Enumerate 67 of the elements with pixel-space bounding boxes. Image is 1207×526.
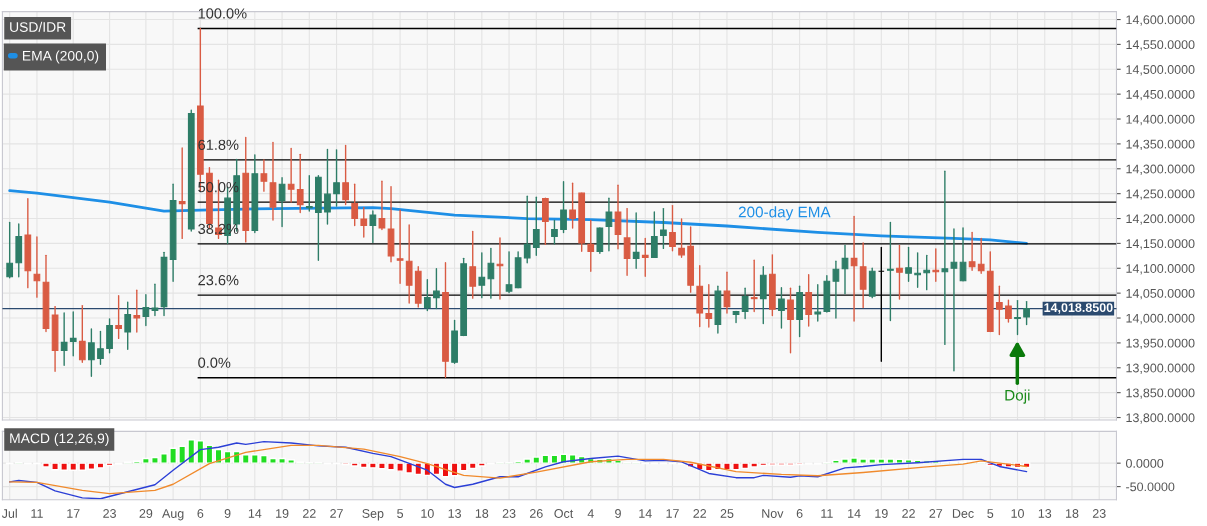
category-label: Aug	[162, 509, 184, 521]
annotation: 100.0%	[198, 8, 247, 19]
category-label: 10	[1011, 509, 1024, 518]
category-label: 6	[796, 509, 803, 518]
category-label: 14	[639, 509, 652, 518]
category-label: 11	[821, 509, 833, 518]
category-label: 9	[615, 509, 621, 518]
y-tick-label: 13,850.0000	[1126, 388, 1195, 399]
category-label: 11	[31, 509, 43, 518]
legend-label: EMA (200,0)	[23, 50, 99, 64]
category-label: Dec	[952, 509, 974, 518]
category-label: 22	[693, 509, 707, 518]
category-label: 22	[902, 509, 915, 518]
y-tick-label: 14,350.0000	[1126, 139, 1195, 151]
y-tick-label: 14,400.0000	[1126, 114, 1195, 126]
y-tick-label: 14,000.0000	[1126, 313, 1195, 325]
category-label: 27	[929, 509, 943, 518]
category-label: 14	[848, 509, 861, 518]
category-label: 5	[987, 509, 994, 518]
category-label: 18	[1065, 509, 1079, 518]
chart-title: MACD (12,26,9)	[10, 433, 109, 446]
annotation: 200-day EMA	[738, 206, 831, 221]
category-label: 19	[875, 509, 888, 518]
annotation: Doji	[1005, 389, 1030, 404]
y-tick-label: 14,450.0000	[1126, 89, 1195, 101]
category-label: Nov	[762, 509, 784, 518]
category-label: 19	[276, 509, 289, 518]
ref-line-label: 14,018.8500	[1044, 303, 1113, 314]
y-tick-label: 14,150.0000	[1126, 239, 1195, 250]
y-tick-label: 14,100.0000	[1126, 264, 1195, 275]
y-tick-label: 14,550.0000	[1126, 40, 1195, 51]
y-tick-label: 13,800.0000	[1126, 413, 1195, 424]
category-label: Jul	[1, 508, 17, 518]
category-label: 4	[587, 509, 594, 518]
text: USD/IDR	[10, 21, 66, 32]
category-label: 23	[1092, 509, 1106, 518]
y-tick-label: -50.0000	[1126, 482, 1175, 492]
category-label: 23	[103, 509, 116, 518]
category-label: 22	[302, 509, 316, 518]
category-label: 5	[397, 509, 404, 518]
y-tick-label: 14,600.0000	[1126, 15, 1195, 26]
category-label: 10	[421, 509, 434, 518]
category-label: Sep	[362, 509, 384, 521]
category-label: 9	[224, 509, 231, 518]
category-label: 13	[1038, 509, 1052, 518]
y-tick-label: 14,500.0000	[1126, 65, 1195, 76]
y-tick-label: 13,900.0000	[1126, 363, 1195, 374]
category-label: Oct	[554, 509, 574, 518]
category-label: 23	[502, 509, 516, 518]
annotation: 23.6%	[198, 274, 239, 286]
category-label: 13	[448, 509, 461, 518]
category-label: 18	[475, 509, 489, 518]
y-tick-label: 13,950.0000	[1126, 338, 1195, 350]
y-tick-label: 14,050.0000	[1126, 288, 1195, 300]
category-label: 17	[666, 509, 679, 518]
category-label: 17	[67, 509, 80, 518]
y-tick-label: 14,250.0000	[1126, 189, 1195, 200]
y-tick-label: 0.0000	[1125, 458, 1164, 468]
category-label: 14	[248, 509, 262, 518]
annotation: 0.0%	[198, 357, 231, 368]
category-label: 26	[529, 509, 543, 518]
category-label: 6	[197, 509, 204, 518]
category-label: 25	[720, 509, 734, 518]
category-label: 27	[330, 509, 343, 518]
y-tick-label: 14,300.0000	[1126, 164, 1195, 175]
y-tick-label: 14,200.0000	[1126, 214, 1195, 225]
category-label: 29	[139, 509, 153, 518]
